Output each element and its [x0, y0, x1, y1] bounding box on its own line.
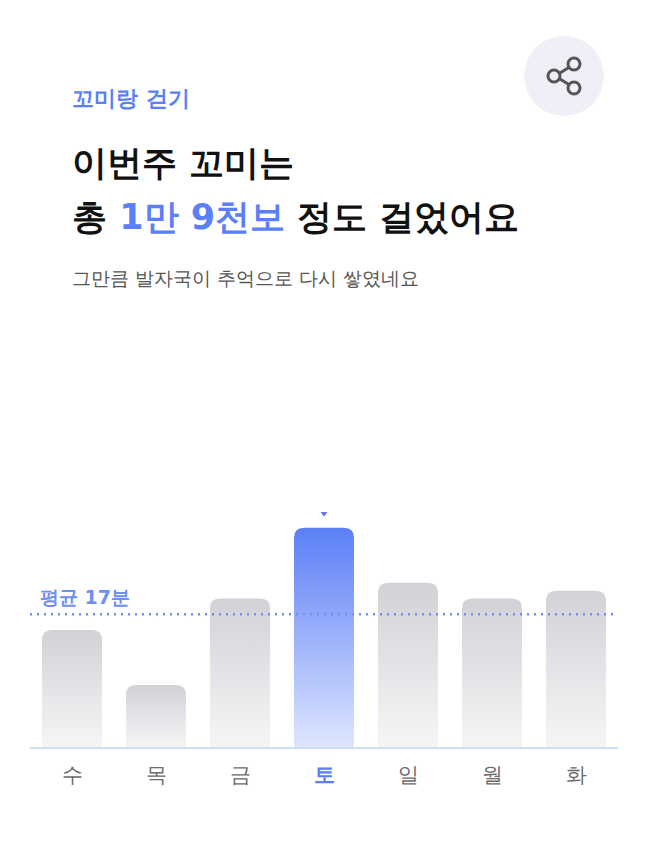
html-text:그만큼 발자국이 추억으로 다시 쌓였네요: 그만큼 발자국이 추억으로 다시 쌓였네요 — [72, 267, 420, 289]
svg-text:일: 일 — [398, 763, 419, 787]
html-text:꼬미랑 걷기: 꼬미랑 걷기 — [72, 86, 190, 111]
svg-text:수: 수 — [62, 763, 83, 787]
svg-text:토: 토 — [314, 763, 335, 787]
html-text:이번주 꼬미는: 이번주 꼬미는 — [72, 143, 295, 183]
svg-text:금: 금 — [230, 763, 251, 787]
html-text:총1만 9천보정도 걸었어요: 총1만 9천보정도 걸었어요 — [72, 197, 520, 237]
svg-text:목: 목 — [146, 763, 167, 787]
svg-text:평균 17분: 평균 17분 — [40, 586, 130, 608]
svg-text:월: 월 — [482, 763, 503, 787]
svg-text:화: 화 — [566, 763, 587, 787]
